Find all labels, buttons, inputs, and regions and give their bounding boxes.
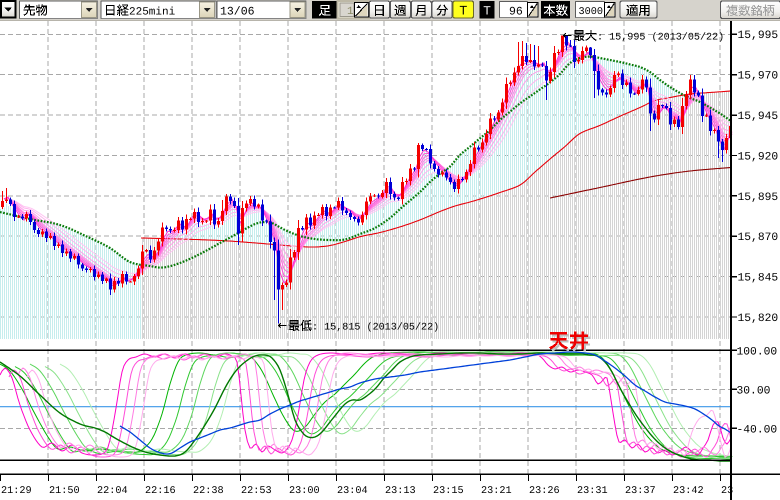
svg-text:-40.00: -40.00 [737,424,778,436]
svg-text:23:13: 23:13 [385,486,416,497]
svg-text:3000: 3000 [579,7,603,18]
svg-text:22:53: 22:53 [241,486,272,497]
svg-text:15,945: 15,945 [738,111,779,123]
svg-text:22:38: 22:38 [193,486,224,497]
svg-text:96: 96 [509,5,523,18]
svg-text:23:04: 23:04 [337,486,368,497]
svg-text:15,845: 15,845 [738,273,779,285]
svg-text:: 15,815 (2013/05/22): : 15,815 (2013/05/22) [312,321,439,333]
svg-text:: 15,995 (2013/05/22): : 15,995 (2013/05/22) [597,31,724,43]
svg-text:225mini: 225mini [129,7,176,19]
svg-text:13/06: 13/06 [220,6,255,19]
svg-text:23:00: 23:00 [289,486,320,497]
svg-text:T: T [483,4,491,18]
svg-text:T: T [460,4,468,18]
svg-text:100.00: 100.00 [737,346,778,358]
svg-text:15,895: 15,895 [738,192,779,204]
svg-text:23:37: 23:37 [625,486,656,497]
svg-text:15,870: 15,870 [738,232,779,244]
svg-text:23:26: 23:26 [529,486,560,497]
svg-text:15,995: 15,995 [738,30,779,42]
svg-text:23: 23 [721,486,733,497]
svg-text:15,820: 15,820 [738,313,779,325]
svg-text:21:50: 21:50 [49,486,80,497]
svg-text:1: 1 [347,6,354,18]
svg-text:23:15: 23:15 [433,486,464,497]
svg-text:22:16: 22:16 [145,486,176,497]
svg-text:21:29: 21:29 [1,486,32,497]
svg-text:22:04: 22:04 [97,486,128,497]
svg-text:23:31: 23:31 [577,486,608,497]
svg-text:23:42: 23:42 [673,486,704,497]
svg-text:15,920: 15,920 [738,151,779,163]
svg-text:23:21: 23:21 [481,486,512,497]
svg-text:30.00: 30.00 [737,385,771,397]
svg-text:15,970: 15,970 [738,71,779,83]
